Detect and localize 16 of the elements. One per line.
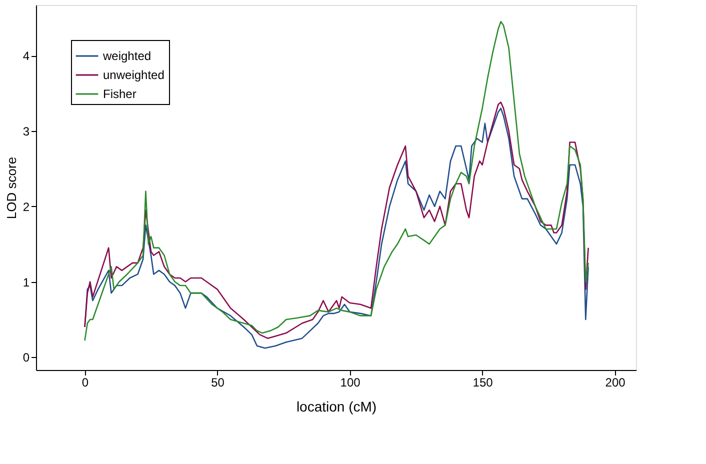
y-tick-label: 4 xyxy=(22,49,30,64)
line-series xyxy=(84,20,589,342)
y-tick-label: 3 xyxy=(22,124,30,138)
y-tick-label: 1 xyxy=(22,275,30,290)
legend-label: weighted xyxy=(102,49,152,63)
x-tick-label: 0 xyxy=(82,376,89,390)
x-tick-label: 150 xyxy=(472,376,494,390)
x-tick-label: 100 xyxy=(340,376,361,390)
y-axis-title: LOD score xyxy=(4,156,19,220)
x-axis-title: location (cM) xyxy=(296,398,377,414)
legend-label: Fisher xyxy=(103,87,136,101)
y-tick-label: 2 xyxy=(22,200,30,214)
legend-label: unweighted xyxy=(103,68,164,82)
x-tick-label: 50 xyxy=(211,376,225,390)
y-tick-label: 0 xyxy=(22,350,30,365)
x-tick-label: 200 xyxy=(605,376,626,390)
